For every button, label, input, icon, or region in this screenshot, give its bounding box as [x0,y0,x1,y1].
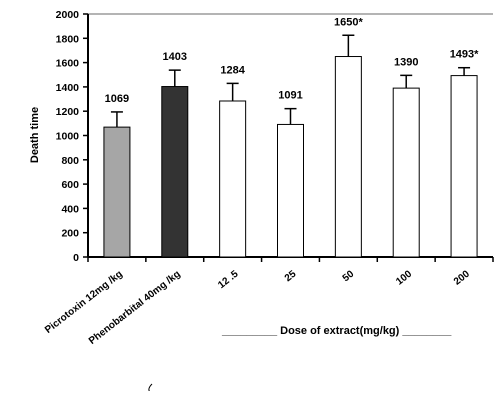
y-axis-title: Death time [29,107,41,163]
x-tick-label: 50 [341,268,357,284]
y-tick-label: 1800 [56,33,80,45]
bar [450,75,478,258]
y-tick-label: 400 [61,203,79,215]
y-axis: 0 200 400 600 800 1000 1200 1400 1600 1800 2000 [56,9,494,264]
bars [103,34,478,258]
data-label: 1650* [334,16,363,28]
bar [219,100,247,258]
stray-bracket-mark [148,383,153,393]
data-label: 1493* [450,49,479,61]
y-tick-label: 0 [73,252,79,264]
bar [161,86,189,258]
x-axis-title-rule-right: ________ [402,325,452,337]
x-axis-title-row: _________ Dose of extract(mg/kg) _______… [222,325,451,337]
bar [392,87,420,258]
x-tick-label: Phenobarbital 40mg /kg [87,269,183,347]
y-tick-label: 800 [61,155,79,167]
y-tick-label: 1400 [56,82,80,94]
bar [334,56,362,258]
data-label: 1390 [394,56,418,68]
x-axis-title-rule-left: _________ [222,325,278,337]
x-axis-title: Dose of extract(mg/kg) [280,325,400,337]
x-tick-label: 100 [394,268,414,287]
y-tick-label: 600 [61,179,79,191]
data-label: 1091 [278,90,302,102]
data-label: 1403 [163,51,187,63]
data-label: 1069 [105,93,129,105]
bar [103,126,131,258]
y-tick-label: 2000 [56,9,80,21]
x-tick-label: 12 .5 [216,268,241,291]
y-tick-label: 200 [61,228,79,240]
x-tick-label: 25 [283,268,299,284]
y-tick-label: 1600 [56,58,80,70]
x-tick-label: 200 [452,268,472,287]
y-tick-label: 1000 [56,131,80,143]
data-labels: 1069 1403 1284 1091 1650* 1390 1493* [105,16,479,105]
data-label: 1284 [220,64,245,76]
bar [277,123,304,258]
y-tick-label: 1200 [56,106,80,118]
